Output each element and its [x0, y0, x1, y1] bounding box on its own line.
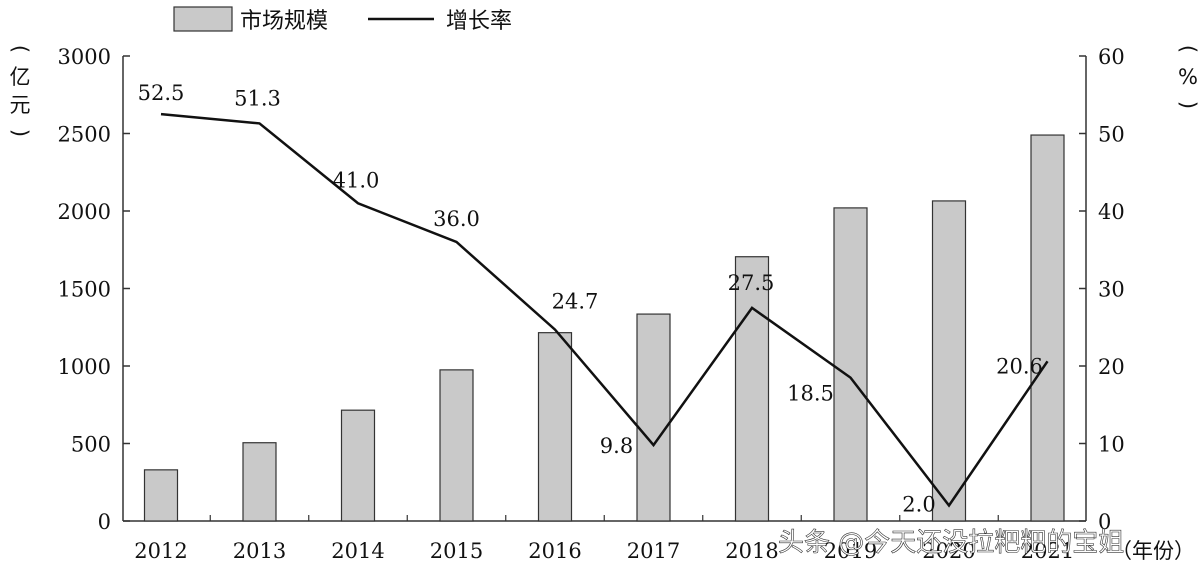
left-tick-label: 0 [98, 510, 111, 534]
left-tick-label: 2500 [58, 123, 111, 147]
axes: 0 500 1000 1500 2000 2500 3000 0 10 20 30 40 50 60 201… [58, 45, 1125, 563]
left-axis-unit-char: 亿 [10, 65, 31, 89]
bar-series [143, 134, 1065, 522]
legend: 市场规模 增长率 [173, 6, 512, 34]
growth-data-label: 18.5 [787, 382, 834, 406]
left-axis-unit-char: ) [8, 129, 32, 137]
right-tick-label: 30 [1098, 278, 1125, 302]
legend-bar-label: 市场规模 [240, 9, 328, 34]
x-tick-label: 2013 [233, 539, 286, 563]
right-axis-unit: (%) [1176, 45, 1200, 109]
growth-data-label: 27.5 [728, 271, 775, 295]
right-tick-label: 0 [1098, 510, 1111, 534]
line-series [160, 112, 1049, 508]
right-tick-label: 60 [1098, 45, 1125, 69]
growth-line [160, 112, 1049, 508]
growth-data-label: 24.7 [552, 290, 599, 314]
legend-line-label: 增长率 [446, 9, 512, 34]
x-tick-label: 2021 [1021, 539, 1074, 563]
bar [636, 313, 671, 522]
growth-data-label: 41.0 [333, 168, 380, 192]
left-tick-label: 1500 [58, 278, 111, 302]
x-tick-label: 2012 [134, 539, 187, 563]
right-tick-label: 10 [1098, 433, 1125, 457]
x-tick-label: 2018 [725, 539, 778, 563]
growth-data-label: 51.3 [234, 86, 281, 110]
growth-data-label: 36.0 [433, 207, 480, 231]
left-tick-label: 3000 [58, 45, 111, 69]
x-tick-label: 2015 [430, 539, 483, 563]
left-tick-label: 1000 [58, 355, 111, 379]
growth-data-label: 52.5 [138, 81, 185, 105]
legend-bar-swatch [173, 6, 233, 32]
growth-data-label: 9.8 [600, 434, 633, 458]
bar [143, 469, 179, 522]
right-tick-label: 40 [1098, 200, 1125, 224]
bar [439, 369, 474, 522]
bar [537, 332, 573, 522]
x-tick-label: 2019 [824, 539, 877, 563]
axis-units: (亿元)(%)（年份） [8, 45, 1200, 563]
bar [931, 200, 967, 522]
bar [242, 442, 277, 522]
right-tick-label: 20 [1098, 355, 1125, 379]
bar [833, 207, 868, 522]
growth-data-label: 20.6 [996, 354, 1043, 378]
x-tick-label: 2020 [922, 539, 975, 563]
left-axis-unit: ( 亿元) [8, 45, 32, 137]
right-axis-unit-char: ( [1176, 45, 1200, 53]
bar [340, 409, 376, 522]
data-labels: 52.5 51.3 41.0 36.0 24.7 9.8 27.5 18.5 2.0 20.6 [138, 81, 1043, 516]
right-axis-unit-char: % [1178, 65, 1198, 89]
x-tick-label: 2017 [627, 539, 680, 563]
growth-data-label: 2.0 [902, 493, 935, 517]
watermark: 头条 @今天还没拉粑粑的宝姐 [778, 528, 1124, 558]
right-axis-unit-char: ) [1176, 101, 1200, 109]
right-tick-label: 50 [1098, 123, 1125, 147]
left-tick-label: 2000 [58, 200, 111, 224]
bar [1030, 134, 1065, 522]
bar [734, 256, 770, 522]
left-axis-unit-char: 元 [10, 93, 31, 117]
x-axis-unit: （年份） [1111, 539, 1195, 563]
left-tick-label: 500 [71, 433, 111, 457]
x-tick-label: 2016 [528, 539, 581, 563]
left-axis-unit-char: ( [8, 45, 32, 53]
x-tick-label: 2014 [331, 539, 384, 563]
